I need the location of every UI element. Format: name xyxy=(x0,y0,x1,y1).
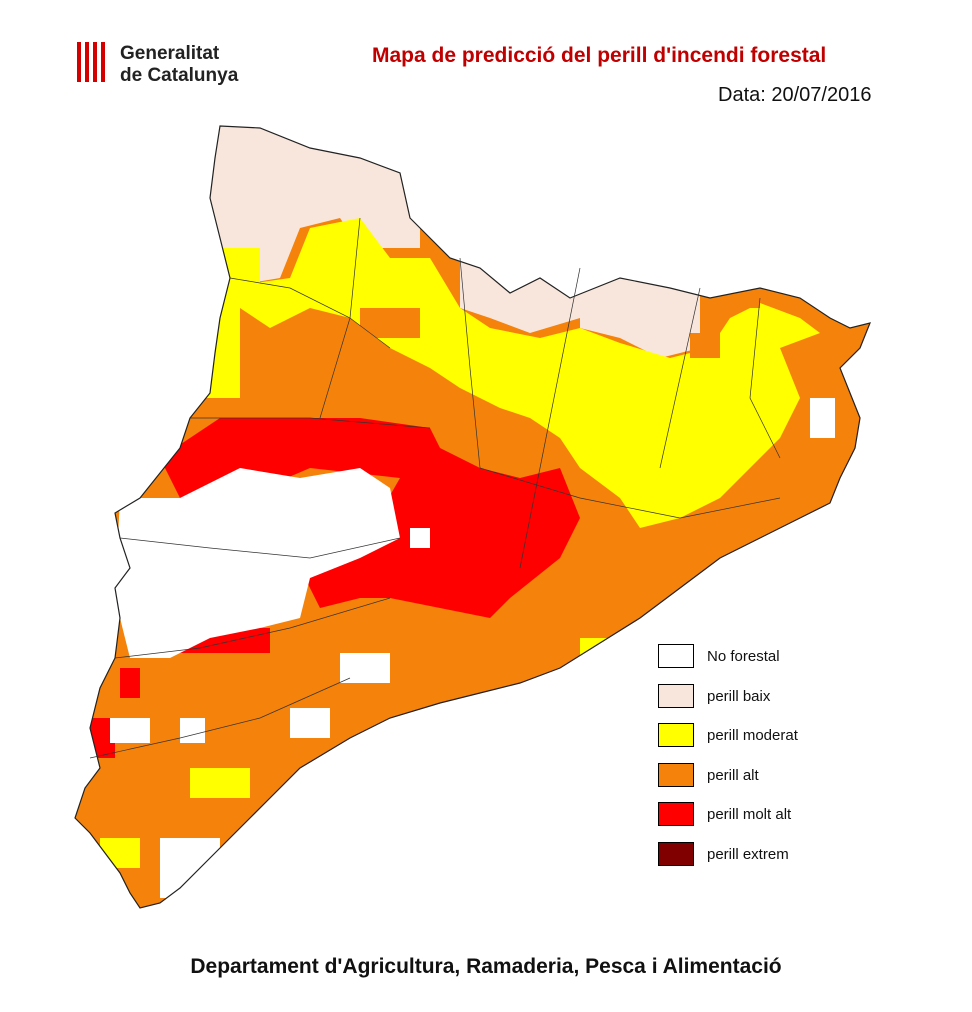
legend-label: perill extrem xyxy=(707,845,789,863)
legend-swatch xyxy=(658,802,694,827)
risk-cell-alt xyxy=(720,278,760,308)
logo-text: Generalitat de Catalunya xyxy=(120,43,238,87)
department-footer: Departament d'Agricultura, Ramaderia, Pe… xyxy=(190,955,782,978)
fire-risk-map xyxy=(74,125,871,909)
legend-swatch xyxy=(658,762,694,787)
risk-cell-no-forestal xyxy=(410,528,430,548)
legend-item-perill-alt: perill alt xyxy=(658,762,858,803)
legend: No forestal perill baix perill moderat p… xyxy=(658,644,858,882)
risk-cell-moderat xyxy=(100,838,140,868)
generalitat-logo: Generalitat de Catalunya xyxy=(74,40,254,86)
logo-line2: de Catalunya xyxy=(120,65,239,86)
legend-item-no-forestal: No forestal xyxy=(658,644,858,684)
map-date: Data: 20/07/2016 xyxy=(718,84,872,106)
risk-cell-moderat xyxy=(580,638,640,678)
risk-zone-moderat-north xyxy=(220,218,820,528)
legend-item-perill-extrem: perill extrem xyxy=(658,841,858,882)
legend-swatch xyxy=(658,683,694,708)
legend-item-perill-molt-alt: perill molt alt xyxy=(658,802,858,842)
legend-label: No forestal xyxy=(707,648,780,665)
risk-cell-alt xyxy=(360,308,420,338)
legend-label: perill molt alt xyxy=(707,806,792,824)
risk-zone-baix-east xyxy=(580,278,700,358)
risk-cell-no-forestal xyxy=(290,708,330,738)
risk-zone-molt-alt xyxy=(160,418,580,618)
legend-label: perill baix xyxy=(707,687,771,705)
legend-label: perill alt xyxy=(707,766,759,784)
comarca-borders xyxy=(89,217,781,759)
risk-cell-no-forestal xyxy=(160,838,220,898)
risk-cell-alt xyxy=(690,333,720,358)
risk-cell-no-forestal xyxy=(340,653,390,683)
risk-zone-moderat-west xyxy=(170,278,240,398)
legend-swatch xyxy=(658,644,694,668)
legend-swatch xyxy=(658,841,694,866)
legend-label: perill moderat xyxy=(707,727,798,745)
catalonia-outline xyxy=(74,125,871,909)
risk-cell-no-forestal xyxy=(110,718,150,743)
risk-cell-molt-alt xyxy=(120,668,140,698)
map-title: Mapa de predicció del perill d'incendi f… xyxy=(372,44,827,67)
legend-item-perill-moderat: perill moderat xyxy=(658,723,858,763)
risk-zone-no-forestal xyxy=(115,468,400,658)
legend-item-perill-baix: perill baix xyxy=(658,683,858,724)
legend-swatch xyxy=(658,723,694,748)
logo-line1: Generalitat xyxy=(120,43,220,64)
senyera-logo-icon xyxy=(74,40,110,84)
risk-cell-no-forestal xyxy=(180,718,205,743)
risk-cell-moderat xyxy=(190,768,250,798)
risk-cell-no-forestal xyxy=(810,398,835,438)
